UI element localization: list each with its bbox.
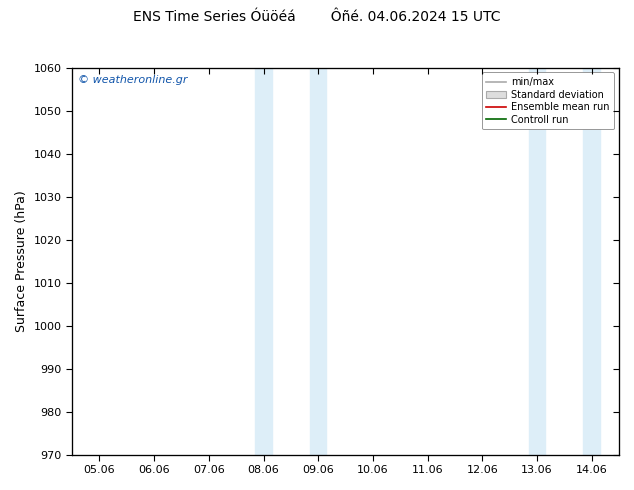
Bar — [529, 68, 545, 455]
Text: © weatheronline.gr: © weatheronline.gr — [77, 75, 187, 85]
Bar — [256, 68, 272, 455]
Legend: min/max, Standard deviation, Ensemble mean run, Controll run: min/max, Standard deviation, Ensemble me… — [482, 73, 614, 129]
Bar — [310, 68, 327, 455]
Y-axis label: Surface Pressure (hPa): Surface Pressure (hPa) — [15, 190, 28, 332]
Text: ENS Time Series Óüöéá        Ôñé. 04.06.2024 15 UTC: ENS Time Series Óüöéá Ôñé. 04.06.2024 15… — [133, 10, 501, 24]
Bar — [583, 68, 600, 455]
